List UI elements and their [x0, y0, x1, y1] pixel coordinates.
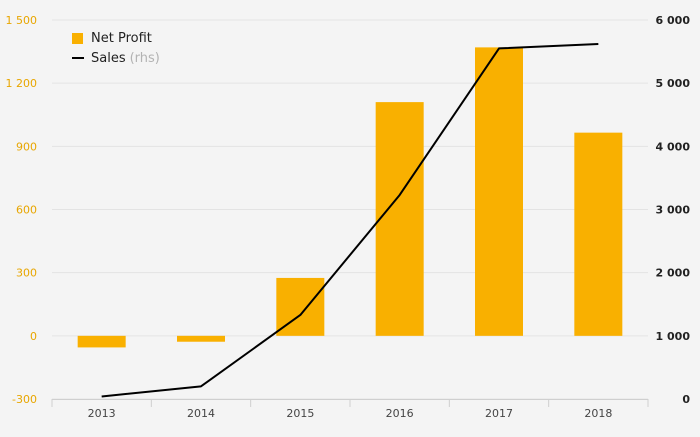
x-axis-tick-label: 2017 — [485, 407, 513, 420]
right-axis-tick-label: 2 000 — [656, 267, 691, 280]
legend-note-rhs: (rhs) — [130, 51, 160, 66]
sales-line — [102, 44, 599, 396]
left-axis-tick-label: 0 — [30, 330, 37, 343]
bar — [177, 336, 225, 342]
x-axis-tick-label: 2013 — [88, 407, 116, 420]
x-axis-tick-label: 2018 — [584, 407, 612, 420]
x-axis-tick-label: 2014 — [187, 407, 215, 420]
bar — [475, 47, 523, 335]
bar — [376, 102, 424, 336]
legend-item-sales: Sales (rhs) — [72, 48, 160, 68]
right-axis-tick-label: 6 000 — [656, 14, 691, 27]
left-axis-tick-label: 1 500 — [6, 14, 38, 27]
right-axis-tick-label: 1 000 — [656, 330, 691, 343]
legend-label-net-profit: Net Profit — [91, 31, 152, 46]
left-axis-tick-label: -300 — [12, 393, 37, 406]
left-axis-tick-label: 1 200 — [6, 77, 38, 90]
left-axis-tick-label: 600 — [16, 204, 37, 217]
right-axis-tick-label: 4 000 — [656, 140, 691, 153]
x-axis-tick-label: 2015 — [286, 407, 314, 420]
right-axis-tick-label: 5 000 — [656, 77, 691, 90]
right-axis-tick-label: 0 — [682, 393, 690, 406]
bar — [574, 133, 622, 336]
legend-line-swatch — [72, 57, 84, 59]
x-axis-tick-label: 2016 — [386, 407, 414, 420]
legend-label-sales: Sales — [91, 51, 126, 66]
legend-bar-swatch — [72, 33, 83, 44]
left-axis-tick-label: 300 — [16, 267, 37, 280]
legend: Net Profit Sales (rhs) — [72, 28, 160, 68]
bar — [78, 336, 126, 348]
right-axis-tick-label: 3 000 — [656, 204, 691, 217]
legend-item-net-profit: Net Profit — [72, 28, 160, 48]
left-axis-tick-label: 900 — [16, 140, 37, 153]
